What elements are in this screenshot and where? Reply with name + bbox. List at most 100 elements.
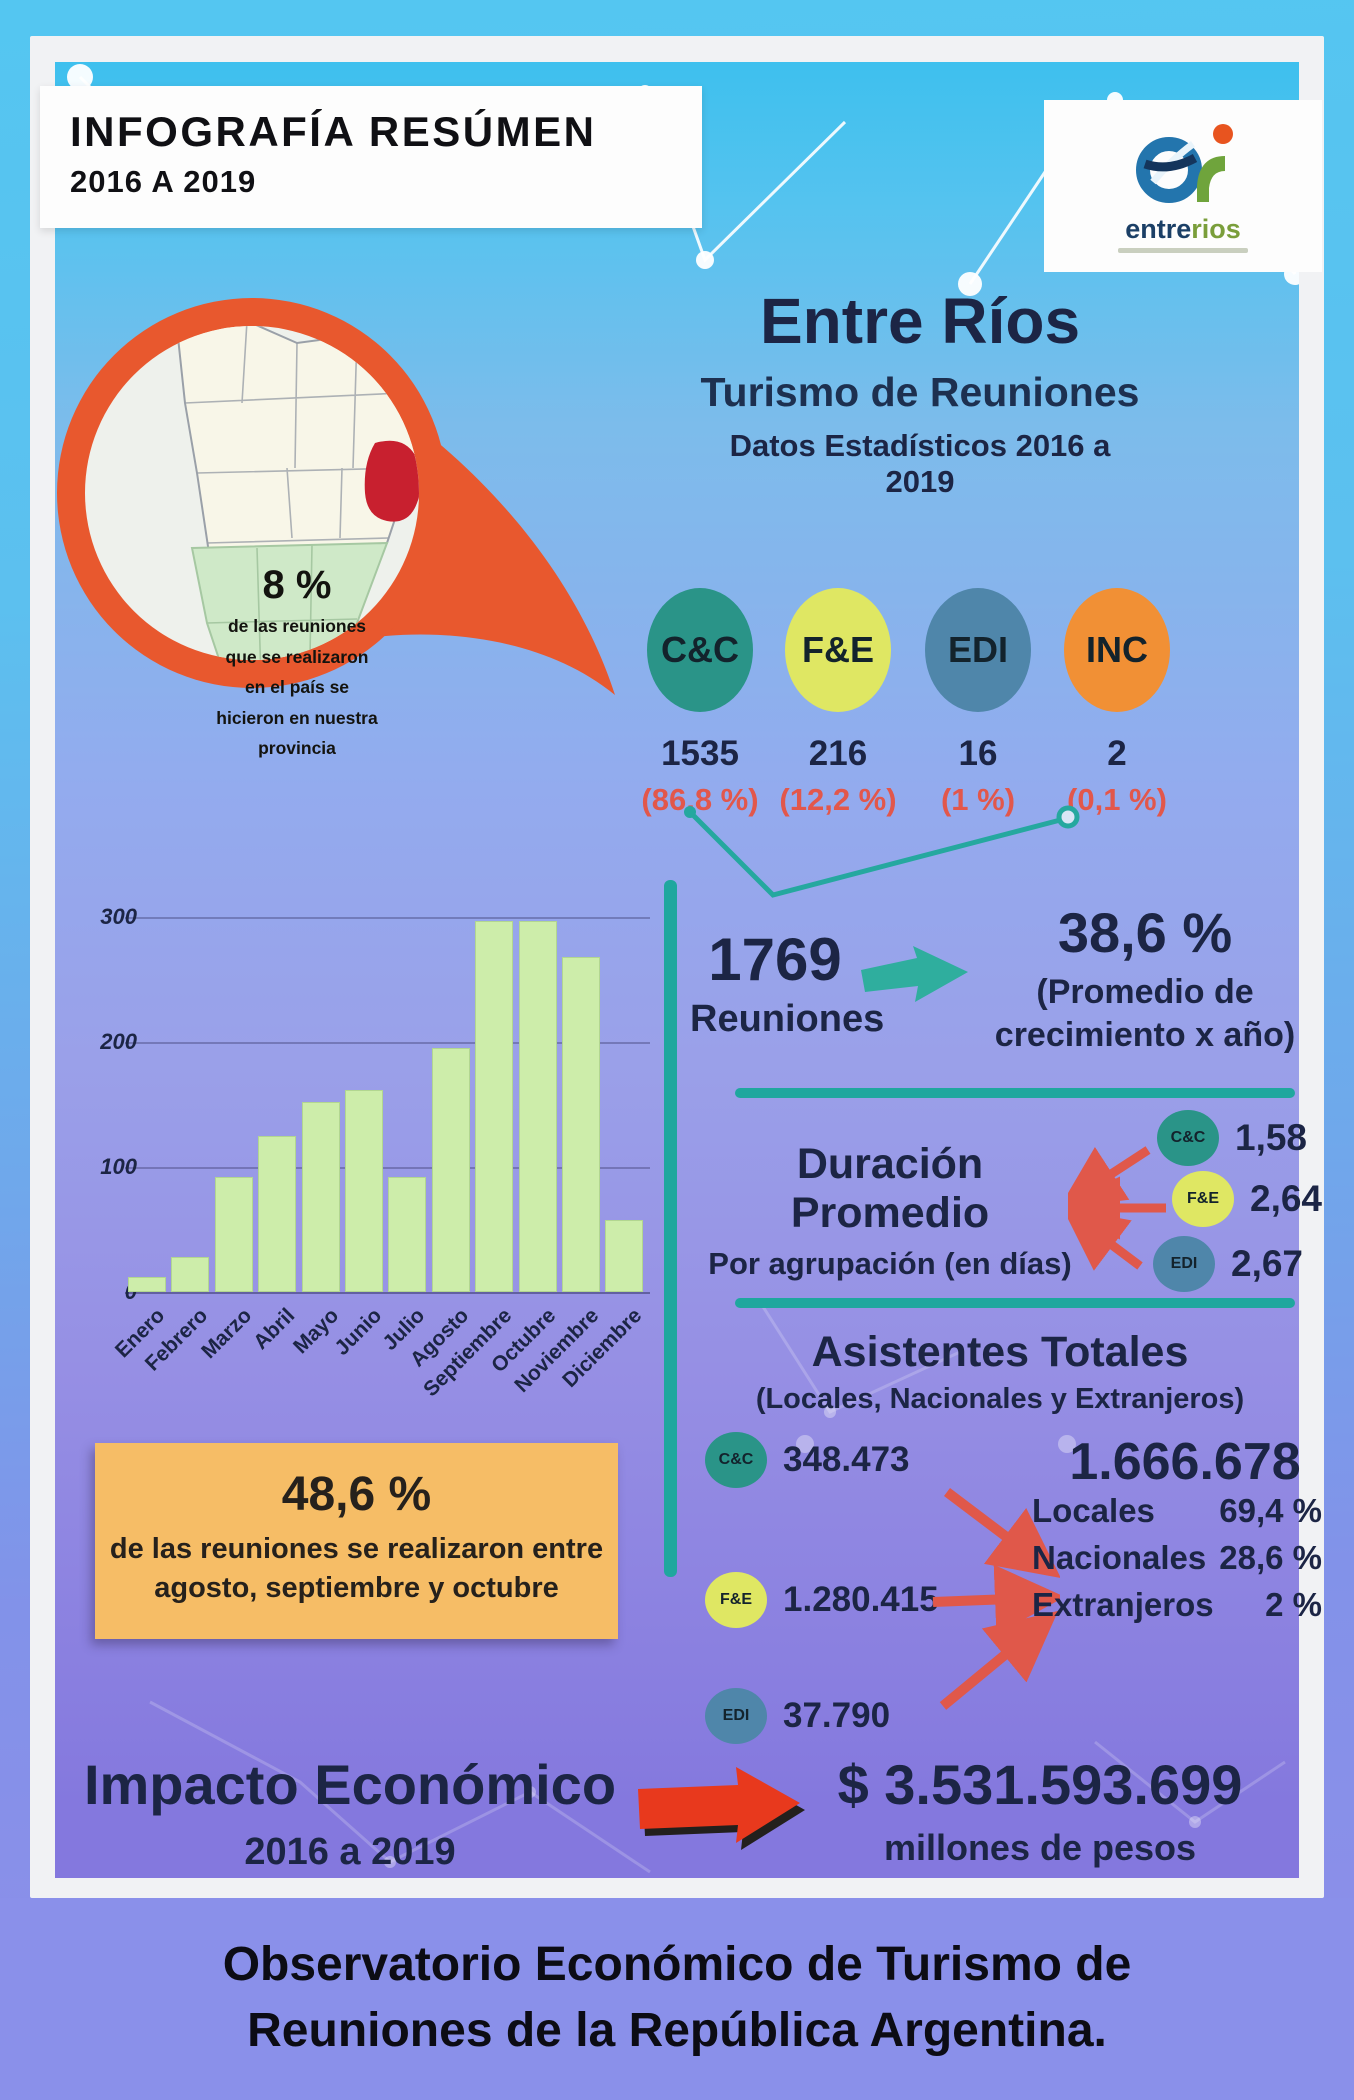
attendees-heading: Asistentes Totales (Locales, Nacionales …: [720, 1328, 1280, 1416]
map-badge: 8 % de las reuniones que se realizaron e…: [57, 293, 677, 758]
footer-band: Observatorio Económico de Turismo de Reu…: [0, 1898, 1354, 2100]
attendees-title: Asistentes Totales: [811, 1328, 1189, 1376]
attendees-fe-value: 1.280.415: [783, 1580, 939, 1619]
edi-count: 16: [958, 734, 998, 773]
chart-y-tick-label: 100: [100, 1154, 137, 1179]
duration-heading: Duración Promedio Por agrupación (en día…: [700, 1140, 1080, 1282]
footer-line1: Observatorio Económico de Turismo de: [222, 1938, 1132, 1991]
infographic-period: 2016 A 2019: [70, 164, 257, 199]
category-inc: INC 2 (0,1 %): [1052, 588, 1182, 818]
inc-share: (0,1 %): [1067, 782, 1167, 817]
chart-y-tick-label: 200: [100, 1029, 137, 1054]
inc-count: 2: [1107, 734, 1127, 773]
hero-heading: Entre Ríos Turismo de Reuniones Datos Es…: [700, 285, 1140, 500]
category-fe: F&E 216 (12,2 %): [773, 588, 903, 818]
map-stat-line: provincia: [258, 738, 336, 758]
attendees-row-fe: F&E 1.280.415: [705, 1572, 939, 1628]
duration-row-fe: F&E 2,64: [1172, 1171, 1322, 1227]
teal-arrow-right-icon: [861, 946, 968, 1002]
map-stat-block: 8 % de las reuniones que se realizaron e…: [177, 563, 417, 761]
impact-unit: millones de pesos: [883, 1827, 1197, 1868]
breakdown-label: Extranjeros: [1032, 1586, 1214, 1623]
highlight-text: de las reuniones se realizaron entre ago…: [109, 1533, 604, 1605]
map-stat-line: que se realizaron: [225, 646, 369, 667]
duration-fe-value: 2,64: [1250, 1178, 1323, 1219]
entrerios-logo-icon: [1136, 123, 1233, 203]
chart-bar-mayo: [301, 1102, 340, 1292]
chart-bar-octubre: [518, 920, 557, 1292]
duration-row-edi: EDI 2,67: [1153, 1236, 1303, 1292]
infographic-title: INFOGRAFÍA RESÚMEN: [70, 108, 597, 155]
chart-gridline: [125, 1042, 650, 1044]
chart-bar-noviembre: [562, 957, 600, 1292]
duration-title: Duración Promedio: [790, 1140, 990, 1237]
brand-wordmark: entrerios: [1125, 214, 1241, 245]
impact-period: 2016 a 2019: [244, 1831, 456, 1873]
chart-bar-marzo: [214, 1177, 253, 1292]
chart-bar-julio: [388, 1177, 427, 1292]
attendees-total-value: 1.666.678: [1069, 1433, 1301, 1491]
breakdown-value: 2 %: [1265, 1586, 1322, 1623]
highlight-percent: 48,6 %: [281, 1468, 432, 1521]
chart-bar-febrero: [171, 1257, 210, 1292]
duration-cc-value: 1,58: [1235, 1117, 1308, 1158]
hero-subtitle: Turismo de Reuniones: [700, 369, 1140, 416]
hero-title: Entre Ríos: [759, 285, 1081, 357]
title-box: INFOGRAFÍA RESÚMEN 2016 A 2019: [40, 86, 702, 228]
fe-count: 216: [808, 734, 868, 773]
map-stat-line: en el país se: [244, 677, 350, 697]
breakdown-row-nacionales: Nacionales 28,6 %: [1032, 1539, 1322, 1577]
brand-entre: entre: [1125, 213, 1192, 244]
map-stat-line: de las reuniones: [227, 616, 367, 636]
impact-amount: $ 3.531.593.699: [837, 1753, 1243, 1816]
edi-circle: EDI: [925, 588, 1031, 712]
growth-value: 38,6 %: [1057, 901, 1233, 964]
edi-mini-circle: EDI: [705, 1688, 767, 1744]
brand-tagline-bar: [1118, 247, 1248, 253]
teal-rule-bottom: [735, 1298, 1295, 1308]
breakdown-row-locales: Locales 69,4 %: [1032, 1492, 1322, 1530]
logo-box: entrerios: [1044, 100, 1322, 272]
category-cc: C&C 1535 (86,8 %): [635, 588, 765, 818]
fe-circle: F&E: [785, 588, 891, 712]
duration-edi-value: 2,67: [1231, 1243, 1304, 1284]
teal-vertical-divider: [664, 880, 677, 1577]
red-converging-arrows-left-icon: [1068, 1146, 1166, 1271]
breakdown-value: 28,6 %: [1219, 1539, 1322, 1576]
teal-rule-top: [735, 1088, 1295, 1098]
attendees-breakdown: Locales 69,4 % Nacionales 28,6 % Extranj…: [1032, 1492, 1322, 1633]
impact-heading: Impacto Económico 2016 a 2019: [80, 1752, 620, 1874]
inc-circle: INC: [1064, 588, 1170, 712]
breakdown-row-extranjeros: Extranjeros 2 %: [1032, 1586, 1322, 1624]
zigzag-connector-line: [684, 805, 1080, 898]
chart-gridline: [125, 1167, 650, 1169]
chart-gridline: [125, 917, 650, 919]
impact-amount-block: $ 3.531.593.699 millones de pesos: [800, 1752, 1280, 1869]
argentina-map-icon: [57, 298, 615, 695]
attendees-row-cc: C&C 348.473: [705, 1432, 910, 1488]
chart-bar-septiembre: [475, 920, 514, 1292]
chart-gridline: [125, 1292, 650, 1294]
fe-share: (12,2 %): [779, 782, 897, 817]
category-edi: EDI 16 (1 %): [913, 588, 1043, 818]
chart-bar-enero: [128, 1277, 166, 1292]
duration-subtitle: Por agrupación (en días): [708, 1246, 1072, 1281]
attendees-edi-value: 37.790: [783, 1696, 891, 1735]
meetings-total-label: Reuniones: [690, 998, 885, 1040]
cc-count: 1535: [661, 734, 739, 773]
chart-bar-junio: [345, 1089, 383, 1292]
attendees-cc-value: 348.473: [783, 1440, 910, 1479]
highlight-box: 48,6 % de las reuniones se realizaron en…: [95, 1443, 618, 1639]
impact-title: Impacto Económico: [83, 1753, 617, 1816]
red-converging-arrows-right-icon: [932, 1488, 1060, 1710]
fe-mini-circle: F&E: [1172, 1171, 1234, 1227]
chart-bar-agosto: [431, 1048, 470, 1292]
attendees-subtitle: (Locales, Nacionales y Extranjeros): [755, 1383, 1245, 1415]
monthly-meetings-bar-chart: 3002001000EneroFebreroMarzoAbrilMayoJuni…: [95, 878, 675, 1418]
cc-mini-circle: C&C: [1157, 1110, 1219, 1166]
cc-mini-circle: C&C: [705, 1432, 767, 1488]
map-stat-line: hicieron en nuestra: [216, 707, 378, 728]
edi-share: (1 %): [940, 782, 1016, 817]
cc-share: (86,8 %): [641, 782, 759, 817]
brand-rios: rios: [1191, 213, 1241, 244]
